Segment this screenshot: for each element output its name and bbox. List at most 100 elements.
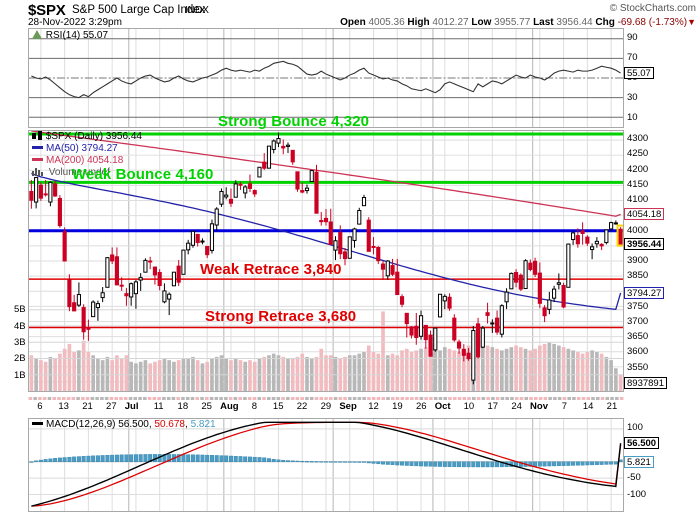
x-axis-label: Sep	[339, 401, 357, 412]
macd-legend-v2: 50.678	[154, 419, 185, 430]
price-legend-ma50: MA(50) 3794.27	[32, 143, 118, 154]
rsi-plot	[29, 29, 623, 127]
symbol-description: S&P 500 Large Cap Index	[72, 4, 206, 16]
x-axis-label: 13	[58, 401, 69, 412]
x-axis-label: 12	[368, 401, 379, 412]
macd-legend-name: MACD(12,26,9)	[46, 419, 116, 430]
ma200-legend-text: MA(200) 4054.18	[46, 155, 124, 166]
axis-tick: 5B	[14, 304, 26, 316]
axis-tick: 3750	[627, 300, 649, 312]
x-axis-label: 21	[82, 401, 93, 412]
axis-tick: 3650	[627, 331, 649, 343]
axis-tick: -100	[627, 489, 647, 501]
annotation-strong-bounce: Strong Bounce 4,320	[218, 113, 370, 131]
symbol-ticker[interactable]: $SPX	[28, 2, 66, 19]
ma50-value-flag: 3794.27	[624, 287, 665, 300]
x-axis-label: 22	[296, 401, 308, 412]
x-axis-label: 29	[320, 401, 332, 412]
x-axis-label: 15	[272, 401, 284, 412]
down-arrow-icon: ▼	[687, 17, 696, 27]
rsi-legend-text: RSI(14) 55.07	[45, 30, 109, 41]
axis-tick: 3B	[14, 336, 26, 348]
rsi-value-flag: 55.07	[624, 66, 654, 79]
x-axis-label: 18	[177, 401, 189, 412]
open-label: Open	[340, 17, 366, 28]
rsi-panel	[28, 28, 624, 128]
axis-tick: 3600	[627, 346, 649, 358]
axis-tick: 70	[627, 52, 638, 63]
x-axis-label: 11	[153, 401, 164, 412]
volume-value-flag: 8937891	[624, 377, 667, 389]
chg-value: -69.68 (-1.73%)	[617, 17, 688, 28]
macd-panel	[28, 418, 624, 512]
x-axis-label: 27	[106, 401, 117, 412]
open-value: 4005.36	[368, 17, 405, 28]
ma50-swatch-icon	[32, 145, 43, 149]
last-label: Last	[533, 17, 554, 28]
axis-tick: 3850	[627, 270, 649, 282]
axis-tick: 2B	[14, 353, 26, 365]
axis-tick: 4250	[627, 148, 649, 160]
x-axis-label: Aug	[220, 401, 239, 412]
macd-plot	[29, 419, 623, 511]
ma200-swatch-icon	[32, 157, 43, 161]
high-value: 4012.27	[432, 17, 469, 28]
chart-header: $SPX S&P 500 Large Cap Index INDX 28-Nov…	[0, 0, 700, 28]
candlestick-icon	[32, 131, 42, 140]
annotation-weak-bounce: Weak Bounce 4,160	[72, 165, 214, 183]
low-value: 3955.77	[494, 17, 531, 28]
x-axis-label: 8	[251, 401, 258, 412]
macd-legend-v3: 5.821	[190, 419, 216, 430]
low-label: Low	[471, 17, 492, 28]
last-price-flag: 3956.44	[624, 237, 665, 250]
high-label: High	[407, 17, 430, 28]
x-axis-label: 17	[487, 401, 499, 412]
annotation-weak-retrace: Weak Retrace 3,840	[200, 261, 342, 279]
x-axis-label: 7	[561, 401, 567, 412]
axis-tick: 4200	[627, 163, 649, 175]
axis-tick: 3900	[627, 255, 649, 266]
axis-tick: 30	[627, 92, 638, 103]
ma200-value-flag: 4054.18	[624, 208, 665, 221]
macd-swatch-icon	[32, 421, 43, 425]
macd-hist-flag: 5.821	[624, 455, 654, 468]
x-axis-label: 25	[201, 401, 212, 412]
x-axis-label: 10	[463, 401, 475, 412]
price-legend-main: $SPX (Daily) 3956.44	[32, 131, 142, 142]
axis-tick: 3700	[627, 315, 649, 327]
symbol-exchange: INDX	[185, 5, 209, 16]
x-axis-label: Oct	[434, 401, 451, 412]
macd-legend-v1: 56.500	[118, 419, 149, 430]
annotation-strong-retrace: Strong Retrace 3,680	[205, 308, 357, 326]
x-axis-label: 26	[415, 401, 427, 412]
volume-bars-icon	[32, 168, 43, 176]
chg-label: Chg	[595, 17, 615, 28]
axis-tick: 10	[627, 112, 638, 123]
price-legend-ma200: MA(200) 4054.18	[32, 155, 123, 166]
x-axis-tick-band	[28, 392, 624, 400]
ohlc-quote-bar: Open 4005.36 High 4012.27 Low 3955.77 La…	[340, 17, 696, 28]
ma50-legend-text: MA(50) 3794.27	[46, 143, 118, 154]
x-axis-label: 21	[606, 401, 618, 412]
macd-value-flag: 56.500	[624, 436, 660, 449]
x-axis-label: 24	[511, 401, 522, 412]
price-plot	[29, 131, 623, 391]
x-axis-label: 19	[392, 401, 403, 412]
price-legend-volume: Volume undef	[32, 167, 110, 178]
axis-tick: 100	[627, 422, 643, 434]
x-axis-label: 6	[37, 401, 43, 412]
axis-tick: 4100	[627, 194, 649, 206]
volume-legend-text: Volume undef	[48, 167, 110, 178]
chart-datetime: 28-Nov-2022 3:29pm	[28, 17, 122, 28]
axis-tick: 90	[627, 32, 638, 43]
x-axis-label: Jul	[124, 401, 139, 412]
price-panel	[28, 130, 624, 392]
price-legend-text: $SPX (Daily) 3956.44	[45, 131, 142, 142]
x-axis-label: Nov	[530, 401, 548, 412]
axis-tick: 3550	[627, 361, 649, 373]
stockcharts-brand: © StockCharts.com	[609, 3, 696, 14]
axis-tick: -50	[627, 472, 641, 484]
x-axis-label: 14	[582, 401, 594, 412]
axis-tick: 4300	[627, 133, 649, 145]
